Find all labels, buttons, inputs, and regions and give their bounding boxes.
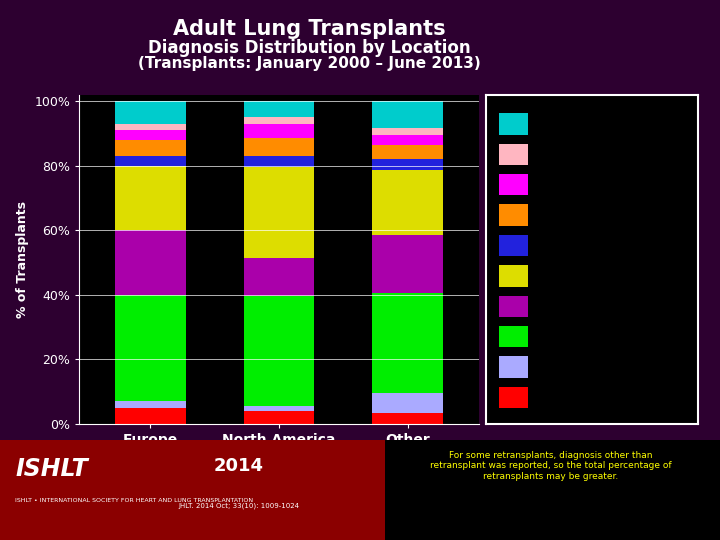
FancyBboxPatch shape xyxy=(499,387,528,408)
Bar xyxy=(243,296,315,406)
Bar xyxy=(114,156,186,166)
Bar xyxy=(114,295,186,401)
FancyBboxPatch shape xyxy=(499,235,528,256)
FancyBboxPatch shape xyxy=(499,113,528,134)
Bar xyxy=(243,124,315,138)
FancyBboxPatch shape xyxy=(499,295,528,317)
Bar xyxy=(114,130,186,140)
Bar xyxy=(372,171,444,235)
Bar xyxy=(114,401,186,408)
Bar xyxy=(243,101,315,117)
Bar xyxy=(372,235,444,293)
Bar xyxy=(243,411,315,424)
Bar xyxy=(114,124,186,130)
Bar xyxy=(372,393,444,413)
FancyBboxPatch shape xyxy=(499,144,528,165)
Text: JHLT. 2014 Oct; 33(10): 1009-1024: JHLT. 2014 Oct; 33(10): 1009-1024 xyxy=(179,502,300,509)
Bar xyxy=(372,101,444,129)
Bar xyxy=(114,101,186,124)
Text: (Transplants: January 2000 – June 2013): (Transplants: January 2000 – June 2013) xyxy=(138,56,481,71)
Bar xyxy=(243,406,315,411)
Bar xyxy=(372,135,444,145)
FancyBboxPatch shape xyxy=(499,326,528,347)
Bar xyxy=(372,145,444,159)
Bar xyxy=(372,159,444,171)
Text: ISHLT • INTERNATIONAL SOCIETY FOR HEART AND LUNG TRANSPLANTATION: ISHLT • INTERNATIONAL SOCIETY FOR HEART … xyxy=(15,498,253,503)
Y-axis label: % of Transplants: % of Transplants xyxy=(16,201,29,318)
Text: For some retransplants, diagnosis other than
retransplant was reported, so the t: For some retransplants, diagnosis other … xyxy=(430,451,672,481)
Bar xyxy=(114,408,186,424)
Bar xyxy=(243,167,315,258)
Text: Adult Lung Transplants: Adult Lung Transplants xyxy=(174,19,446,39)
Bar xyxy=(114,230,186,295)
Bar xyxy=(243,258,315,296)
Bar xyxy=(243,156,315,167)
FancyBboxPatch shape xyxy=(499,356,528,377)
Bar xyxy=(114,166,186,230)
FancyBboxPatch shape xyxy=(499,205,528,226)
Bar xyxy=(372,129,444,135)
Bar xyxy=(372,413,444,424)
Bar xyxy=(243,117,315,124)
Text: 2014: 2014 xyxy=(214,457,264,475)
Bar xyxy=(243,138,315,156)
Text: Diagnosis Distribution by Location: Diagnosis Distribution by Location xyxy=(148,39,471,57)
Text: ISHLT: ISHLT xyxy=(15,457,88,481)
FancyBboxPatch shape xyxy=(499,265,528,287)
FancyBboxPatch shape xyxy=(499,174,528,195)
Bar xyxy=(372,293,444,393)
Bar xyxy=(114,140,186,156)
